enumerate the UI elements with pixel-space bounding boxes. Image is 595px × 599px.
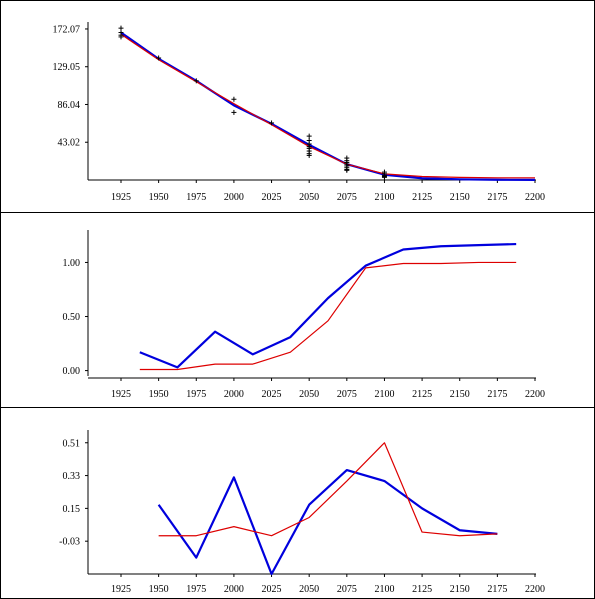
data-point (307, 134, 312, 139)
x-tick-label: 2150 (450, 389, 470, 400)
y-tick-label: 129.05 (53, 62, 81, 73)
x-tick-label: 2200 (525, 192, 545, 203)
x-tick-label: 2125 (412, 192, 432, 203)
data-point (231, 110, 236, 115)
y-tick-label: 172.07 (53, 24, 81, 35)
x-tick-label: 2000 (224, 584, 244, 595)
y-tick-label: 1.00 (63, 258, 81, 269)
x-tick-label: 2100 (374, 389, 394, 400)
x-tick-label: 2050 (299, 389, 319, 400)
x-tick-label: 2075 (337, 192, 357, 203)
x-tick-label: 2075 (337, 584, 357, 595)
x-tick-label: 1925 (111, 584, 131, 595)
x-tick-label: 2150 (450, 192, 470, 203)
x-tick-label: 1925 (111, 192, 131, 203)
y-tick-label: 0.51 (63, 438, 81, 449)
data-point (119, 26, 124, 31)
x-tick-label: 2100 (374, 192, 394, 203)
data-point (231, 97, 236, 102)
series-line-1 (121, 34, 535, 178)
x-tick-label: 1950 (149, 192, 169, 203)
x-tick-label: 2200 (525, 584, 545, 595)
data-point (344, 168, 349, 173)
panel-top: 172.07 129.05 86.04 43.02 1925 1950 1975 2000 20… (53, 22, 546, 203)
x-tick-label: 2175 (487, 389, 507, 400)
panel-bottom: 0.51 0.33 0.15 -0.03 1925 1950 1975 2000 2025 205… (0, 408, 595, 596)
x-tick-label: 2025 (262, 584, 282, 595)
y-tick-label: 0.50 (63, 312, 81, 323)
x-tick-label: 2100 (374, 584, 394, 595)
x-tick-label: 1950 (149, 584, 169, 595)
x-tick-label: 2175 (487, 192, 507, 203)
y-tick-label: -0.03 (59, 537, 80, 548)
x-tick-label: 2050 (299, 192, 319, 203)
x-tick-label: 1975 (186, 192, 206, 203)
x-tick-label: 2175 (487, 584, 507, 595)
x-tick-label: 1975 (186, 584, 206, 595)
y-tick-label: 86.04 (58, 100, 81, 111)
x-tick-label: 2200 (525, 389, 545, 400)
x-tick-label: 2150 (450, 584, 470, 595)
x-tick-label: 2000 (224, 192, 244, 203)
x-tick-label: 2075 (337, 389, 357, 400)
y-tick-label: 0.33 (63, 471, 81, 482)
x-tick-label: 1950 (149, 389, 169, 400)
y-tick-label: 0.15 (63, 504, 81, 515)
x-tick-label: 2025 (262, 389, 282, 400)
x-tick-label: 2125 (412, 584, 432, 595)
x-tick-label: 1975 (186, 389, 206, 400)
series-line-1 (140, 262, 516, 369)
panel-middle: 1.00 0.50 0.00 1925 1950 1975 2000 2025 2050 2075… (0, 213, 595, 401)
x-tick-label: 2050 (299, 584, 319, 595)
series-line-0 (159, 470, 498, 574)
series-line-0 (121, 33, 535, 180)
y-tick-label: 43.02 (58, 138, 81, 149)
x-tick-label: 2000 (224, 389, 244, 400)
x-tick-label: 2125 (412, 389, 432, 400)
x-tick-label: 1925 (111, 389, 131, 400)
x-tick-label: 2025 (262, 192, 282, 203)
y-tick-label: 0.00 (63, 366, 81, 377)
